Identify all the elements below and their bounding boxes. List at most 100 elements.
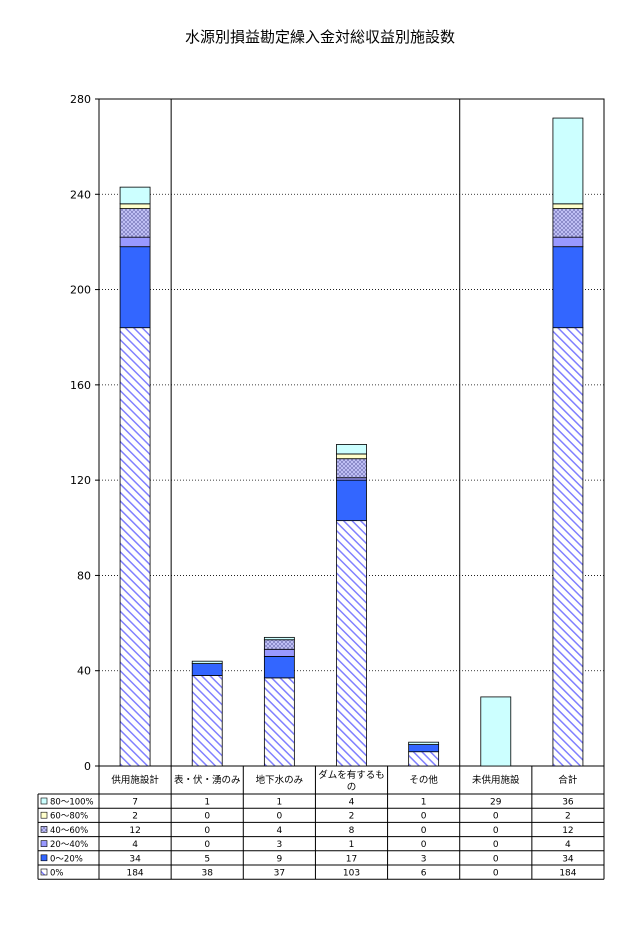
table-value: 103 [343, 869, 360, 879]
table-value: 1 [421, 798, 427, 808]
table-value: 38 [201, 869, 213, 879]
table-value: 12 [562, 826, 573, 836]
table-value: 0 [421, 812, 427, 822]
table-value: 8 [349, 826, 355, 836]
bar-segment [119, 186, 151, 205]
table-value: 184 [559, 869, 576, 879]
bar-segment [191, 660, 223, 664]
bar-segment [408, 741, 440, 745]
bar-segment [263, 656, 295, 679]
bar-segment [336, 458, 367, 479]
table-value: 1 [349, 840, 355, 850]
bar-segment [263, 639, 295, 650]
legend-label: 0～20% [50, 854, 83, 864]
table-value: 0 [204, 826, 210, 836]
bar-segment [408, 751, 440, 767]
category-label: ダムを有するも [318, 769, 385, 781]
legend-label: 40～60% [50, 826, 88, 836]
legend-label: 60～80% [50, 812, 88, 822]
table-value: 3 [276, 840, 282, 850]
bar-segment [119, 208, 151, 238]
table-value: 37 [274, 869, 285, 879]
table-value: 2 [132, 812, 138, 822]
table-value: 34 [129, 854, 141, 864]
y-tick-label: 40 [77, 665, 91, 678]
table-value: 0 [204, 812, 210, 822]
bar-segment [408, 744, 440, 753]
bar-segment [336, 444, 367, 455]
bar-segment [552, 246, 584, 329]
bar-segment [552, 236, 584, 248]
y-tick-label: 160 [70, 379, 91, 392]
table-value: 0 [276, 812, 282, 822]
category-label: 合計 [558, 774, 578, 786]
table-value: 12 [129, 826, 140, 836]
legend-key [40, 797, 48, 805]
table-value: 36 [562, 798, 574, 808]
legend-key [40, 854, 48, 862]
legend-key [40, 868, 48, 876]
legend-key [40, 811, 48, 819]
y-tick-label: 240 [70, 188, 91, 201]
table-value: 17 [346, 854, 357, 864]
bar-segment [191, 675, 223, 767]
bar-segment [119, 236, 151, 248]
table-value: 4 [349, 798, 355, 808]
bar-segment [263, 677, 295, 767]
bar-segment [552, 327, 584, 767]
table-value: 0 [493, 826, 499, 836]
legend-label: 20～40% [50, 840, 88, 850]
table-value: 4 [565, 840, 571, 850]
legend-key [40, 840, 48, 847]
y-tick-label: 200 [70, 284, 91, 297]
chart-title: 水源別損益勘定繰入金対総収益別施設数 [185, 28, 455, 46]
y-tick-label: 80 [77, 569, 91, 582]
legend-key [40, 826, 48, 833]
category-label: 表・伏・湧のみ [174, 774, 241, 786]
y-tick-label: 280 [70, 93, 91, 106]
table-value: 0 [493, 869, 499, 879]
category-label: その他 [409, 774, 438, 786]
y-tick-label: 0 [84, 760, 91, 773]
table-value: 4 [276, 826, 282, 836]
table-value: 4 [132, 840, 138, 850]
table-value: 0 [204, 840, 210, 850]
table-value: 0 [493, 812, 499, 822]
table-value: 0 [493, 840, 499, 850]
bar-segment [336, 479, 367, 522]
bar-segment [263, 636, 295, 641]
table-value: 1 [276, 798, 282, 808]
y-tick-label: 120 [70, 474, 91, 487]
bar-segment [119, 203, 151, 209]
table-value: 3 [421, 854, 427, 864]
table-value: 1 [204, 798, 210, 808]
table-value: 2 [565, 812, 571, 822]
bar-segment [119, 246, 151, 329]
table-value: 2 [349, 812, 355, 822]
bar-segment [263, 648, 295, 657]
category-label: 地下水のみ [256, 774, 304, 786]
bar-segment [191, 663, 223, 676]
bar-segment [119, 327, 151, 767]
plot-area: 0 40 80 120 160 200 240 280 [70, 93, 605, 773]
bar-segment [336, 520, 367, 767]
category-label: 未供用施設 [472, 774, 520, 786]
table-value: 29 [490, 798, 502, 808]
bar-segment [552, 203, 584, 209]
table-value: 184 [126, 869, 143, 879]
table-value: 0 [421, 840, 427, 850]
table-value: 6 [421, 869, 427, 879]
bar-segment [552, 208, 584, 238]
category-label: の [347, 782, 357, 793]
bar-segment [336, 453, 367, 460]
table-value: 9 [276, 854, 282, 864]
table-value: 5 [204, 854, 210, 864]
legend-label: 0% [50, 869, 64, 879]
table-value: 0 [421, 826, 427, 836]
table-value: 7 [132, 798, 138, 808]
bar-segment [552, 117, 584, 205]
legend-label: 80～100% [50, 798, 94, 808]
bar-segment [480, 696, 512, 767]
